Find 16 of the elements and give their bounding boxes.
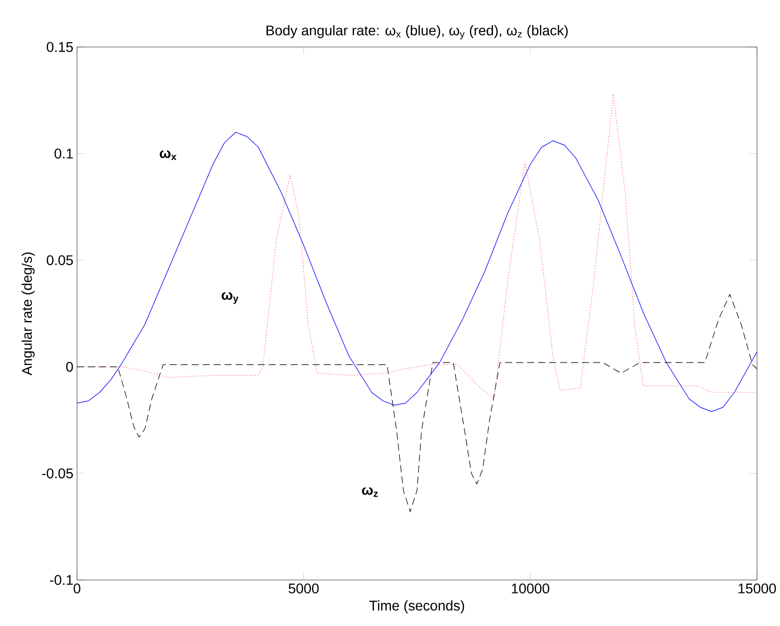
- y-tick-label: 0.15: [46, 42, 73, 52]
- y-tick-label: 0.1: [54, 148, 73, 159]
- x-axis-title: Time (seconds): [369, 600, 464, 614]
- x-tick-label: 15000: [738, 584, 776, 594]
- y-tick-label: -0.1: [50, 575, 73, 585]
- text: ω$_{y}$: [222, 292, 238, 304]
- text: ω$_{x}$: [160, 150, 176, 160]
- series-label: ω$_{z}$: [362, 487, 378, 497]
- chart-title: Body angular rate: ω$_{x}$ (blue), ω$_{y}$ (red), ω$_{z}$ (black): [266, 25, 568, 40]
- y-tick-label: 0.05: [46, 255, 73, 266]
- y-tick-label: 0: [66, 362, 73, 372]
- y-axis-title: Angular rate (deg/s): [22, 252, 35, 376]
- x-tick-label: 5000: [288, 584, 319, 594]
- x-tick-label: 10000: [512, 584, 550, 594]
- y-tick-label: -0.05: [42, 468, 73, 478]
- x-tick-label: 0: [74, 584, 80, 594]
